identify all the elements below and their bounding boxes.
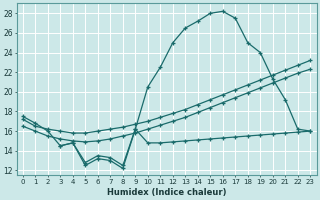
- X-axis label: Humidex (Indice chaleur): Humidex (Indice chaleur): [107, 188, 226, 197]
